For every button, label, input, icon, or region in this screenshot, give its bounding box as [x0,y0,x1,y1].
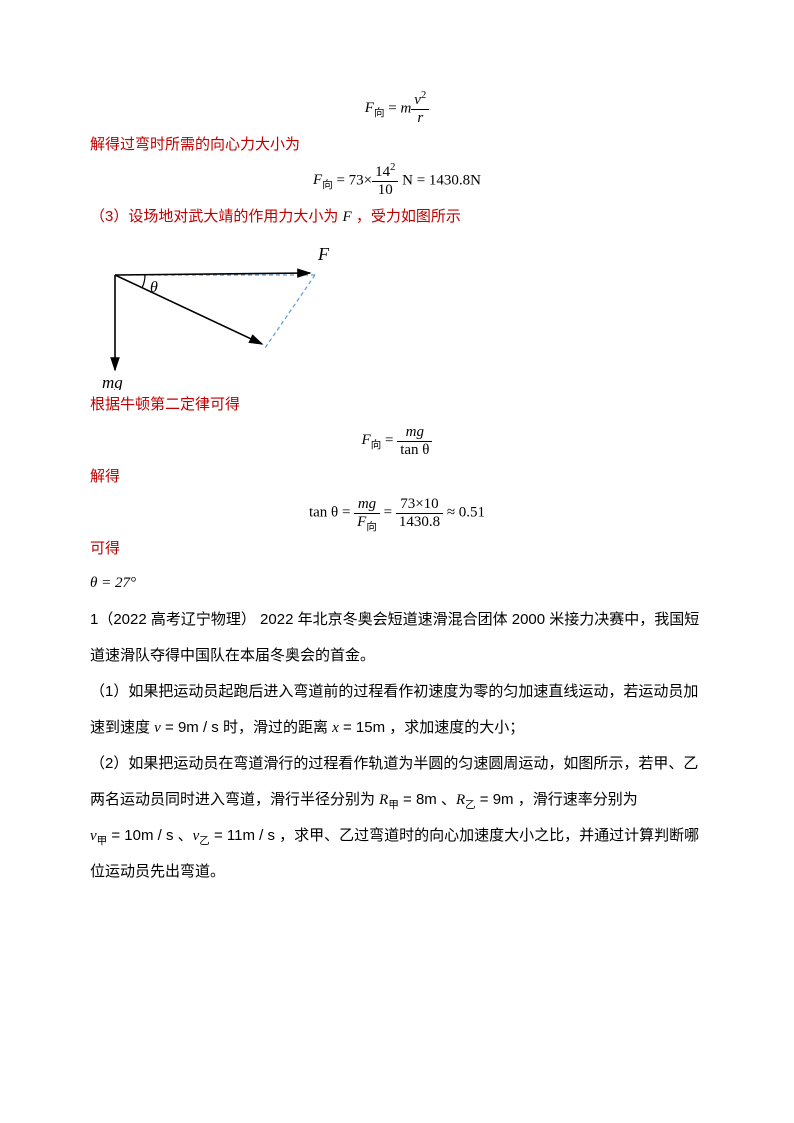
text-newton-second-law: 根据牛顿第二定律可得 [90,390,704,420]
text-result: 可得 [90,534,704,564]
force-diagram: θ F mg [90,240,704,390]
problem-1-part2: （2）如果把运动员在弯道滑行的过程看作轨道为半圆的匀速圆周运动，如图所示，若甲、… [90,746,704,818]
text-part3-setup: （3）设场地对武大靖的作用力大小为 F ，受力如图所示 [90,202,704,232]
equation-centripetal-force: F向 = mv2r [90,92,704,126]
svg-text:θ: θ [150,279,158,296]
equation-centripetal-value: F向 = 73×14210 N = 1430.8N [90,164,704,198]
equation-tan-theta: tan θ = mgF向 = 73×101430.8 ≈ 0.51 [90,496,704,530]
page: F向 = mv2r 解得过弯时所需的向心力大小为 F向 = 73×14210 N… [0,0,794,950]
text-solve: 解得 [90,462,704,492]
problem-1-heading: 1（2022 高考辽宁物理） 2022 年北京冬奥会短道速滑混合团体 2000 … [90,602,704,674]
svg-text:F: F [317,244,330,264]
problem-1-part1: （1）如果把运动员起跑后进入弯道前的过程看作初速度为零的匀加速直线运动，若运动员… [90,674,704,746]
svg-text:mg: mg [102,373,123,390]
theta-result: θ = 27° [90,568,704,598]
equation-force-tan: F向 = mgtan θ [90,424,704,458]
text-solve-centripetal: 解得过弯时所需的向心力大小为 [90,130,704,160]
problem-1-part2-cont: v甲 = 10m / s 、v乙 = 11m / s ，求甲、乙过弯道时的向心加… [90,818,704,890]
